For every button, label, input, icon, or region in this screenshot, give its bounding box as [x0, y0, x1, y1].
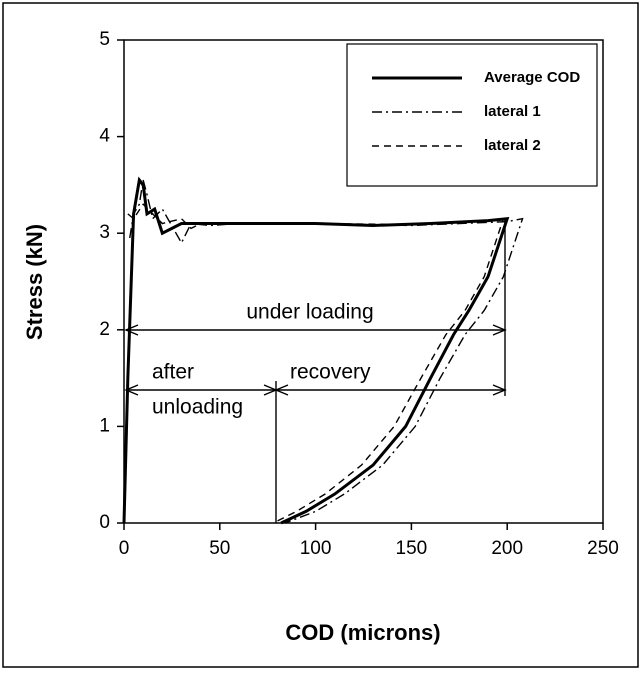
annotation: unloading [152, 396, 243, 419]
arrow-head [124, 384, 139, 396]
x-axis-title: COD (microns) [285, 620, 440, 645]
annotation: after [152, 361, 194, 384]
legend-label: lateral 1 [484, 103, 541, 120]
x-tick-label: 0 [119, 538, 130, 559]
series-line [122, 176, 510, 525]
x-tick-label: 150 [396, 538, 428, 559]
frame [2, 2, 639, 668]
legend-box [346, 43, 598, 187]
arrow-head [124, 324, 139, 336]
y-tick-label: 2 [99, 319, 110, 340]
y-axis-title: Stress (kN) [22, 224, 47, 340]
y-tick-label: 3 [99, 222, 110, 243]
legend-label: Average COD [484, 69, 580, 86]
x-tick-label: 250 [587, 538, 619, 559]
series-line [127, 203, 505, 524]
x-tick-label: 50 [209, 538, 230, 559]
y-tick-label: 1 [99, 415, 110, 436]
y-tick-label: 4 [99, 126, 110, 147]
x-tick-label: 200 [491, 538, 523, 559]
y-tick-label: 0 [99, 512, 110, 533]
y-tick-label: 5 [99, 29, 110, 50]
legend-label: lateral 2 [484, 137, 541, 154]
annotation: under loading [246, 301, 373, 324]
series-line [129, 179, 524, 524]
annotation: recovery [290, 361, 371, 384]
x-tick-label: 100 [300, 538, 332, 559]
plot-area [123, 39, 604, 524]
